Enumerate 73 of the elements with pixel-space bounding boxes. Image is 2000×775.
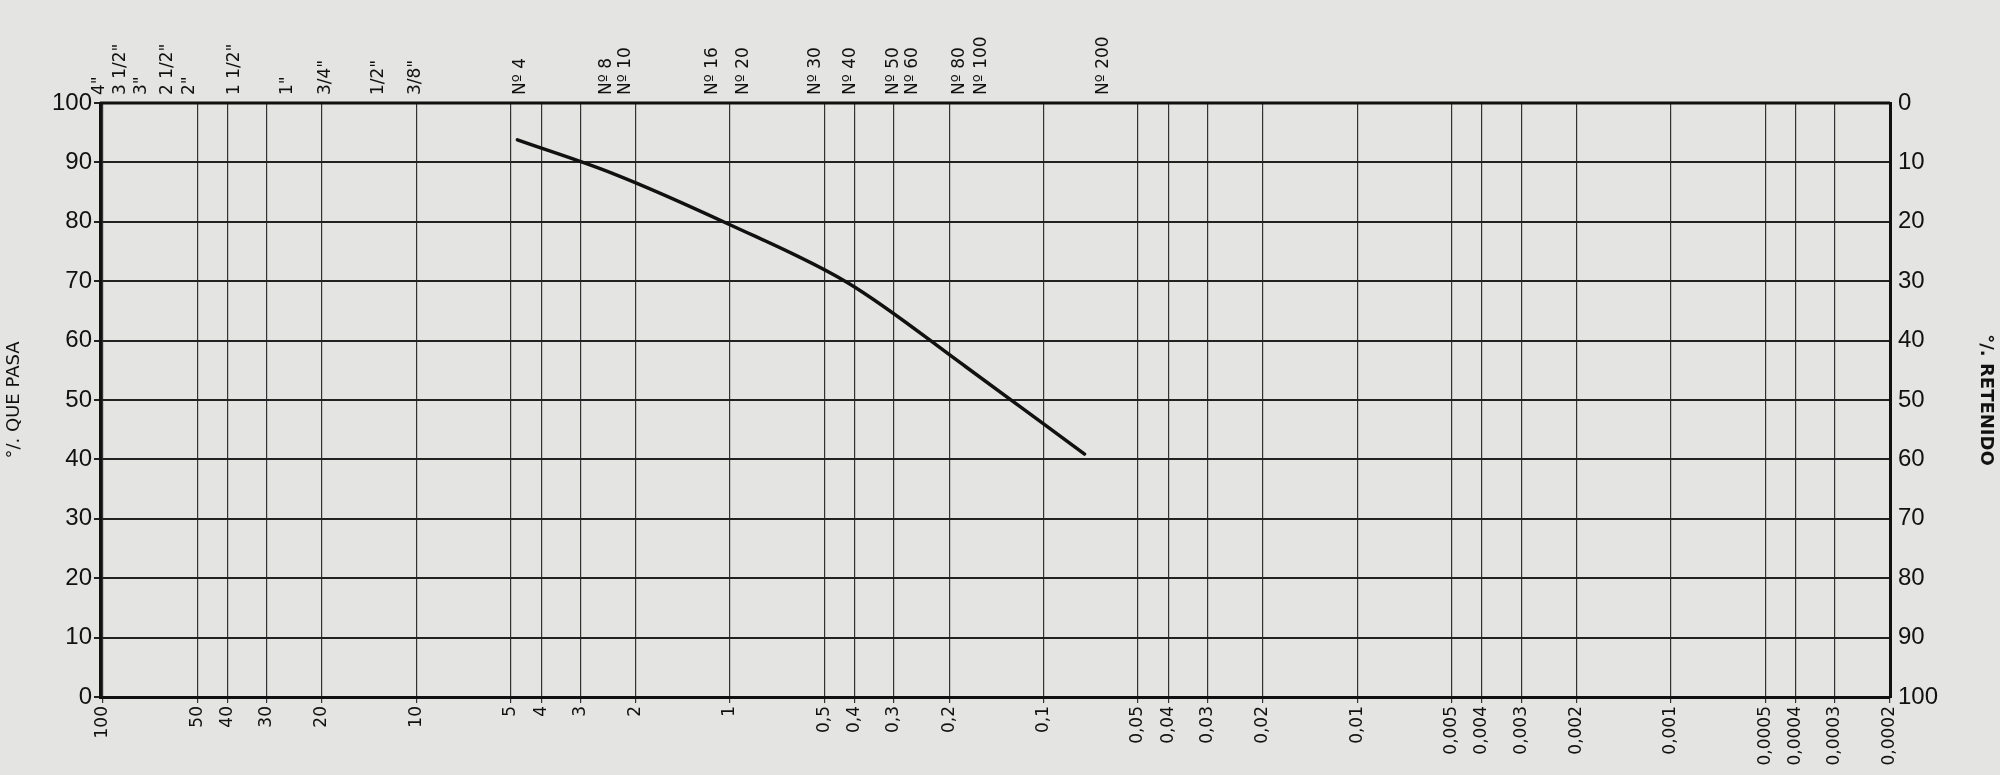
text: Nº 20 (732, 47, 753, 95)
text: Nº 40 (839, 47, 860, 95)
y2-tick-label: 90 (1898, 622, 1925, 650)
y-tick-label: 40 (65, 444, 92, 472)
text: 1" (276, 76, 297, 95)
x-tick-label: 3 (568, 706, 589, 717)
x-tick-label: 0,05 (1126, 706, 1147, 744)
text: 3/4" (314, 59, 335, 95)
x-tick-label: 0,3 (882, 706, 903, 734)
x-tick-label: 0,0003 (1823, 706, 1844, 766)
y-tick-label: 20 (65, 562, 92, 590)
x-tick-label: 100 (91, 706, 112, 739)
text: 3/8" (404, 59, 425, 95)
y-tick-label: 80 (65, 206, 92, 234)
x-tick-label: 0,004 (1470, 706, 1491, 755)
x-tick-label: 1 (718, 706, 739, 717)
x-tick-label: 0,4 (843, 706, 864, 734)
y-tick-label: 10 (65, 622, 92, 650)
x-tick-label: 0,02 (1251, 706, 1272, 744)
y2-tick-label: 50 (1898, 384, 1925, 412)
x-tick-label: 0,03 (1195, 706, 1216, 744)
y2-tick-label: 40 (1898, 325, 1925, 353)
x-tick-label: 0,005 (1440, 706, 1460, 755)
text: Nº 4 (509, 58, 530, 95)
y-tick-label: 90 (65, 147, 92, 175)
x-tick-label: 0,002 (1564, 706, 1585, 755)
x-tick-label: 2 (623, 706, 644, 717)
y2-axis-title: °/. RETENIDO (1976, 334, 1998, 466)
x-tick-label: 30 (255, 706, 276, 728)
x-tick-label: 50 (185, 706, 206, 728)
y-axis-title: °/. QUE PASA (2, 340, 24, 459)
y-tick-label: 60 (65, 325, 92, 353)
x-tick-label: 0,0002 (1878, 706, 1899, 766)
y2-tick-label: 0 (1898, 87, 1912, 115)
text: 1/2" (367, 59, 388, 95)
x-tick-label: 0,5 (812, 706, 833, 734)
text: Nº 80 (948, 47, 969, 95)
x-tick-label: 0,01 (1345, 706, 1366, 744)
x-tick-label: 10 (404, 706, 425, 728)
x-tick-label: 0,1 (1031, 706, 1052, 734)
text: Nº 10 (614, 47, 635, 95)
x-tick-label: 0,003 (1509, 706, 1530, 755)
text: Nº 8 (595, 58, 616, 95)
x-tick-label: 0,2 (937, 706, 958, 734)
x-tick-label: 4 (529, 706, 550, 717)
y-tick-label: 0 (78, 681, 92, 709)
x-tick-label: 0,001 (1659, 706, 1680, 755)
text: Nº 60 (901, 47, 922, 95)
text: Nº 30 (804, 47, 825, 95)
text: 2" (178, 76, 199, 95)
text: Nº 50 (882, 47, 903, 95)
text: 3" (130, 76, 151, 95)
y2-tick-label: 20 (1898, 206, 1925, 234)
text: Nº 16 (701, 47, 722, 95)
x-tick-label: 0,04 (1156, 706, 1177, 744)
x-tick-label: 0,0004 (1784, 706, 1805, 766)
text: 3 1/2" (109, 43, 130, 95)
text: 1 1/2" (223, 43, 244, 95)
y-tick-label: 70 (65, 265, 92, 293)
y2-tick-label: 30 (1898, 265, 1925, 293)
text: 2 1/2" (156, 43, 177, 95)
y2-tick-label: 70 (1898, 503, 1925, 531)
x-tick-label: 0,0005 (1753, 706, 1774, 766)
y-tick-label: 30 (65, 503, 92, 531)
y-tick-label: 50 (65, 384, 92, 412)
y2-tick-label: 60 (1898, 444, 1925, 472)
x-tick-label: 5 (499, 706, 520, 717)
y2-tick-label: 10 (1898, 147, 1925, 175)
text: Nº 200 (1092, 36, 1113, 95)
y2-tick-label: 80 (1898, 562, 1925, 590)
text: Nº 100 (970, 36, 991, 95)
x-tick-label: 40 (215, 706, 236, 728)
x-tick-label: 20 (310, 706, 331, 728)
